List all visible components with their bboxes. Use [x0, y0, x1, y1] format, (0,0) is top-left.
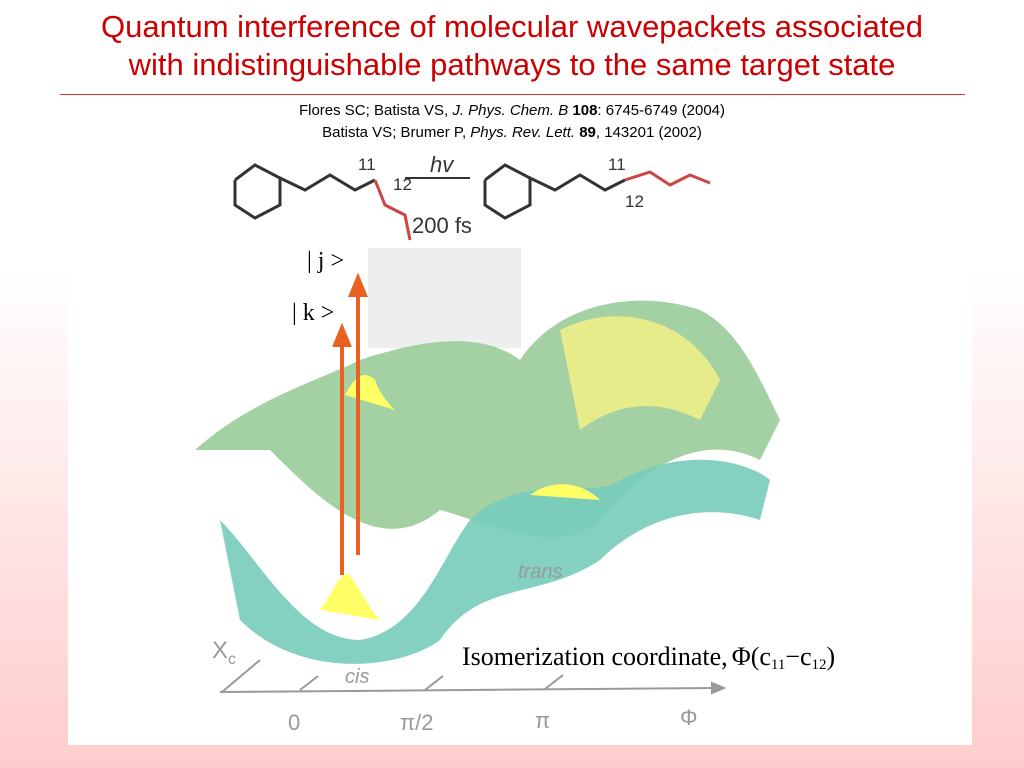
axis — [219, 659, 727, 695]
xc-label: Xc — [212, 637, 236, 668]
pages: , 143201 (2002) — [595, 124, 702, 141]
pages: : 6745-6749 (2004) — [597, 102, 726, 119]
reference: Flores SC; Batista VS, J. Phys. Chem. B … — [0, 100, 1024, 122]
divider — [60, 94, 965, 95]
title-line: Quantum interference of molecular wavepa… — [101, 9, 923, 44]
state-label: | k > — [292, 300, 334, 326]
coord-text: Isomerization coordinate, — [462, 642, 728, 671]
journal: Phys. Rev. Lett. — [470, 124, 576, 141]
journal: J. Phys. Chem. B — [452, 102, 569, 119]
interference-pattern — [368, 248, 521, 348]
arrows — [332, 272, 368, 575]
axis-labels: 0 π/2 π Φ — [288, 705, 698, 735]
volume: 89 — [579, 124, 596, 141]
tick-label: 0 — [288, 710, 300, 735]
reference: Batista VS; Brumer P, Phys. Rev. Lett. 8… — [0, 122, 1024, 144]
references: Flores SC; Batista VS, J. Phys. Chem. B … — [0, 100, 1024, 144]
time-label: 200 fs — [412, 213, 472, 238]
cis-label: cis — [345, 666, 369, 688]
trans-label: trans — [518, 561, 562, 583]
authors: Flores SC; Batista VS, — [298, 102, 453, 119]
atom-label: 12 — [625, 192, 644, 211]
photon-label: hv — [430, 152, 455, 177]
coord-minus: −c — [785, 642, 811, 671]
tick-label: π/2 — [400, 710, 434, 735]
volume: 108 — [572, 102, 598, 119]
coord-sub: 12 — [812, 657, 827, 673]
axis-symbol: Φ — [680, 705, 698, 730]
xc-sub: c — [228, 651, 236, 668]
atom-label: 11 — [358, 155, 376, 174]
state-label: | j > — [307, 248, 344, 274]
coordinate-label: Isomerization coordinate, Φ(c11−c12) — [462, 642, 835, 673]
title-line: with indistinguishable pathways to the s… — [128, 47, 896, 82]
molecule-labels: 11 12 hv 200 fs 11 12 — [358, 152, 644, 238]
coord-close: ) — [827, 642, 836, 671]
atom-label: 12 — [393, 175, 412, 194]
xc: X — [212, 637, 228, 664]
coord-sub: 11 — [771, 657, 785, 673]
surface-labels: trans cis Xc — [212, 561, 562, 688]
atom-label: 11 — [608, 155, 626, 174]
title: Quantum interference of molecular wavepa… — [0, 8, 1024, 84]
authors: Batista VS; Brumer P, — [322, 124, 471, 141]
molecules — [233, 163, 711, 241]
state-labels: | j > | k > — [292, 248, 344, 326]
coord-phi: Φ(c — [732, 642, 771, 671]
tick-label: π — [535, 708, 550, 733]
